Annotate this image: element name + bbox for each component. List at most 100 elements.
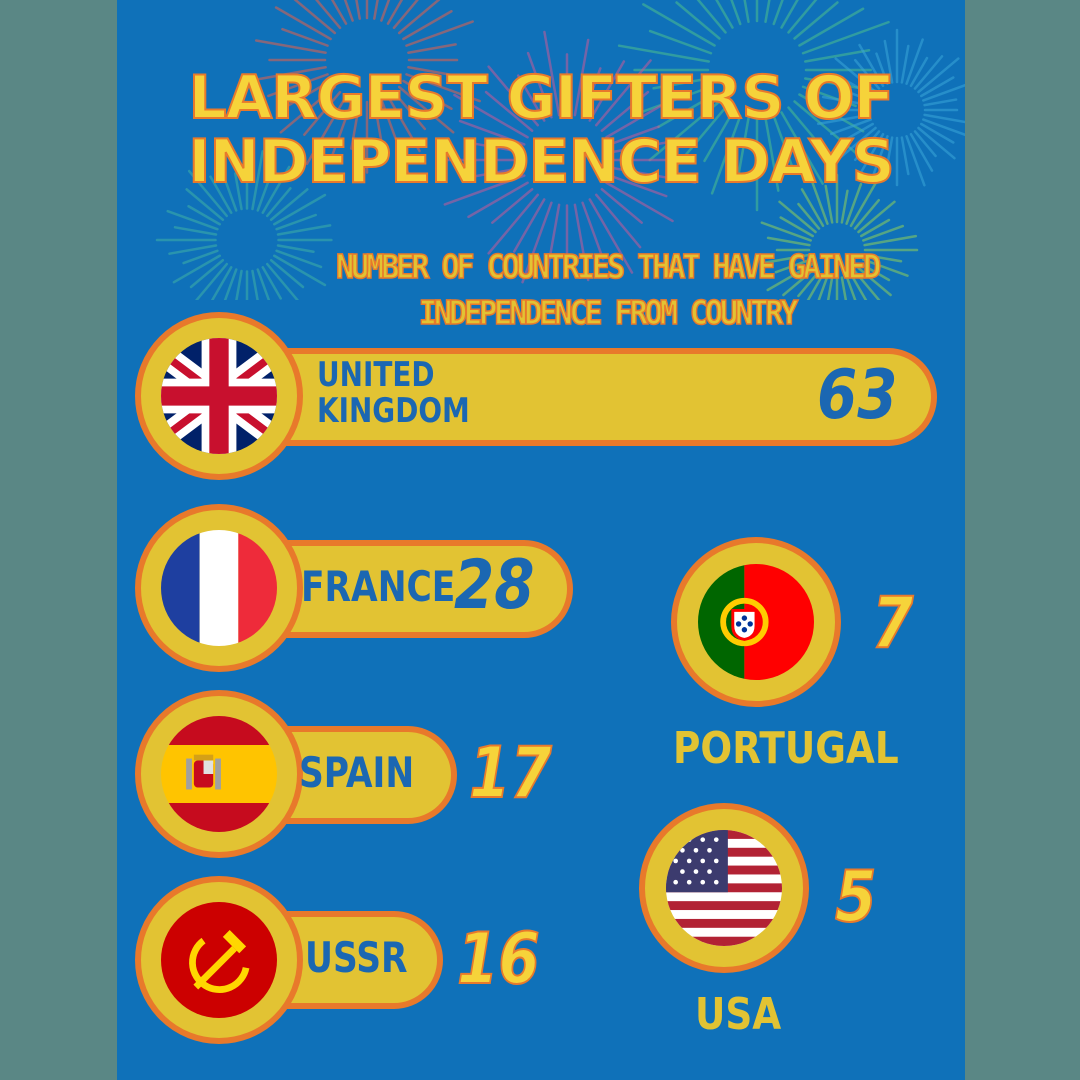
firework-ray (407, 66, 472, 80)
firework-ray (491, 187, 534, 224)
firework-ray (839, 88, 872, 102)
firework-ray (883, 39, 894, 84)
firework-ray (267, 73, 329, 98)
label-portugal: PORTUGAL (673, 723, 899, 774)
firework-ray (276, 224, 332, 236)
portuguese-flag-icon (698, 564, 814, 680)
firework-ray (265, 187, 292, 218)
firework-ray (287, 79, 332, 107)
firework-ray (806, 272, 825, 300)
firework-ray (443, 174, 526, 206)
firework-ray (797, 270, 821, 298)
firework-ray (853, 58, 881, 90)
firework-ray (766, 262, 815, 292)
firework-ray (782, 266, 817, 297)
firework-ray (303, 90, 342, 136)
firework-ray (780, 0, 799, 29)
firework-ray (797, 202, 821, 230)
value-usa: 5 (834, 856, 877, 938)
firework-ray (905, 38, 924, 85)
firework-ray (787, 0, 818, 34)
firework-ray (195, 262, 229, 300)
firework-ray (453, 93, 529, 139)
firework-ray (594, 193, 642, 249)
firework-ray (642, 3, 716, 47)
firework-ray (573, 203, 590, 282)
firework-ray (469, 141, 524, 154)
title-line-1: LARGEST GIFTERS OF (188, 63, 896, 133)
firework-ray (187, 169, 229, 218)
firework-ray (849, 272, 868, 300)
firework-ray (467, 181, 529, 219)
firework-ray (173, 226, 218, 236)
firework-ray (885, 136, 894, 171)
us-flag-icon (666, 830, 782, 946)
firework-ray (922, 83, 965, 102)
firework-ray (168, 244, 218, 255)
firework-ray (373, 100, 386, 158)
label-spain: SPAIN (299, 748, 415, 797)
firework-ray (588, 198, 634, 274)
firework-ray (787, 106, 832, 159)
firework-ray (900, 44, 910, 84)
firework-ray (275, 213, 317, 231)
firework-ray (675, 1, 721, 40)
firework-ray (526, 51, 553, 119)
firework-ray (373, 0, 379, 20)
firework-ray (798, 7, 865, 47)
firework-ray (581, 201, 605, 261)
union-jack-icon (161, 338, 277, 454)
firework-ray (274, 6, 332, 41)
firework-ray (166, 209, 219, 231)
firework-ray (182, 249, 219, 265)
firework-ray (780, 111, 824, 185)
firework-ray (919, 76, 955, 98)
infographic-poster: LARGEST GIFTERS OF INDEPENDENCE DAYS NUM… (117, 0, 965, 1080)
firework-ray (261, 266, 282, 300)
firework-ray (458, 119, 526, 146)
subtitle-line-2: INDEPENDENCE FROM COUNTRY (418, 293, 799, 332)
firework-ray (402, 79, 453, 110)
firework-ray (909, 132, 934, 172)
bar-united-kingdom (237, 348, 937, 446)
firework-ray (826, 276, 834, 300)
firework-ray (764, 117, 780, 192)
firework-ray (735, 117, 750, 184)
spanish-flag-icon (161, 716, 277, 832)
firework-ray (859, 218, 891, 238)
firework-ray (487, 65, 540, 127)
label-united-kingdom-line2: KINGDOM (317, 390, 470, 431)
firework-ray (407, 43, 457, 54)
firework-ray (402, 10, 453, 41)
firework-ray (187, 205, 221, 226)
firework-ray (235, 269, 243, 300)
firework-ray (315, 0, 342, 30)
firework-ray (573, 38, 590, 117)
firework-ray (279, 85, 337, 134)
firework-ray (330, 0, 348, 25)
firework-ray (281, 27, 329, 47)
firework-ray (800, 188, 825, 228)
firework-ray (793, 1, 839, 40)
firework-ray (871, 135, 889, 178)
firework-ray (600, 90, 650, 133)
firework-ray (397, 0, 441, 35)
firework-ray (461, 166, 524, 180)
firework-ray (761, 253, 811, 265)
label-usa: USA (695, 989, 782, 1040)
firework-ray (608, 125, 660, 146)
firework-ray (380, 98, 410, 175)
firework-ray (845, 275, 857, 300)
label-ussr: USSR (305, 933, 408, 982)
firework-ray (905, 135, 926, 187)
firework-ray (652, 77, 710, 90)
value-ussr: 16 (456, 918, 541, 1000)
firework-ray (808, 173, 829, 225)
firework-ray (703, 111, 734, 163)
firework-ray (293, 0, 337, 35)
firework-ray (764, 0, 771, 23)
firework-ray (210, 266, 233, 300)
firework-ray (875, 52, 889, 85)
firework-ray (824, 184, 834, 224)
firework-ray (862, 258, 909, 277)
